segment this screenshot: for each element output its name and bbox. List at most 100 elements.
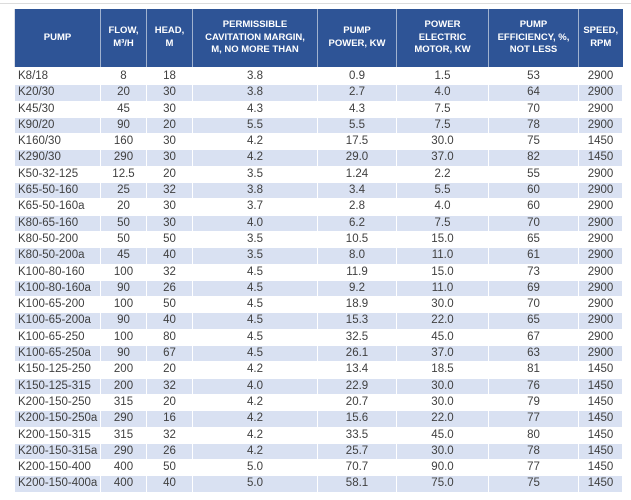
value-cell: 45	[100, 247, 147, 265]
value-cell: 37.0	[396, 345, 489, 363]
table-row: K200-150-250 315 20 4.2 20.7 30.0 79 1450	[14, 393, 623, 412]
value-cell: 22.9	[317, 377, 397, 395]
value-cell: 37.0	[396, 149, 489, 167]
table-row: K200-150-400 400 50 5.0 70.7 90.0 77 1450	[14, 459, 623, 477]
value-cell: 4.2	[192, 426, 318, 444]
table-row: K100-80-160a 90 26 4.5 9.2 11.0 69 2900	[14, 279, 623, 298]
value-cell: 15.0	[396, 230, 489, 249]
table-row: K150-125-250 200 20 4.2 13.4 18.5 81 1450	[14, 361, 623, 379]
pump-name-cell: K8/18	[14, 67, 101, 86]
value-cell: 4.2	[192, 149, 318, 167]
value-cell: 20	[100, 84, 147, 102]
value-cell: 3.7	[192, 198, 318, 216]
value-cell: 4.0	[192, 377, 318, 395]
table-row: K80-50-200a 45 40 3.5 8.0 11.0 61 2900	[14, 247, 623, 265]
value-cell: 1.24	[317, 165, 397, 184]
value-cell: 11.0	[396, 279, 489, 298]
value-cell: 4.5	[192, 312, 318, 330]
value-cell: 2900	[578, 116, 623, 135]
table-row: K65-50-160a 20 30 3.7 2.8 4.0 60 2900	[14, 198, 623, 216]
value-cell: 2900	[578, 312, 623, 330]
value-cell: 40	[146, 312, 193, 330]
value-cell: 67	[488, 328, 579, 347]
value-cell: 4.0	[396, 84, 489, 102]
value-cell: 2900	[578, 198, 623, 216]
value-cell: 2900	[578, 182, 623, 200]
value-cell: 100	[100, 328, 147, 347]
value-cell: 29.0	[317, 149, 397, 167]
value-cell: 11.9	[317, 263, 397, 281]
value-cell: 30.0	[396, 442, 489, 461]
header-efficiency: PUMP EFFICIENCY, %, NOT LESS	[488, 9, 579, 69]
value-cell: 4.0	[192, 214, 318, 232]
pump-name-cell: K290/30	[14, 149, 101, 167]
value-cell: 26	[146, 442, 193, 461]
value-cell: 90	[100, 345, 147, 363]
value-cell: 30.0	[396, 296, 489, 314]
value-cell: 4.5	[192, 263, 318, 281]
value-cell: 15.0	[396, 263, 489, 281]
value-cell: 5.0	[192, 475, 318, 493]
value-cell: 4.2	[192, 393, 318, 412]
table-row: K150-125-315 200 32 4.0 22.9 30.0 76 1450	[14, 377, 623, 395]
value-cell: 200	[100, 377, 147, 395]
pump-name-cell: K100-65-200a	[14, 312, 101, 330]
value-cell: 20	[146, 116, 193, 135]
header-row: PUMP FLOW, M³/H HEAD, M PERMISSIBLE CAVI…	[14, 9, 623, 69]
value-cell: 2900	[578, 247, 623, 265]
pump-name-cell: K100-65-250	[14, 328, 101, 347]
pump-name-cell: K20/30	[14, 84, 101, 102]
value-cell: 1450	[578, 475, 623, 493]
table-row: K80-50-200 50 50 3.5 10.5 15.0 65 2900	[14, 230, 623, 249]
value-cell: 78	[488, 442, 579, 461]
value-cell: 22.0	[396, 410, 489, 428]
value-cell: 1450	[578, 426, 623, 444]
value-cell: 3.5	[192, 165, 318, 184]
pump-name-cell: K160/30	[14, 133, 101, 151]
value-cell: 40	[146, 475, 193, 493]
value-cell: 32	[146, 263, 193, 281]
value-cell: 77	[488, 459, 579, 477]
value-cell: 4.5	[192, 328, 318, 347]
value-cell: 30	[146, 149, 193, 167]
value-cell: 5.5	[317, 116, 397, 135]
value-cell: 200	[100, 361, 147, 379]
value-cell: 25.7	[317, 442, 397, 461]
value-cell: 2900	[578, 296, 623, 314]
table-row: K200-150-250a 290 16 4.2 15.6 22.0 77 1450	[14, 410, 623, 428]
table-row: K290/30 290 30 4.2 29.0 37.0 82 1450	[14, 149, 623, 167]
value-cell: 78	[488, 116, 579, 135]
value-cell: 3.4	[317, 182, 397, 200]
table-row: K100-65-200 100 50 4.5 18.9 30.0 70 2900	[14, 296, 623, 314]
table-row: K80-65-160 50 30 4.0 6.2 7.5 70 2900	[14, 214, 623, 232]
value-cell: 50	[100, 214, 147, 232]
value-cell: 79	[488, 393, 579, 412]
value-cell: 26.1	[317, 345, 397, 363]
pump-name-cell: K100-80-160a	[14, 279, 101, 298]
pump-name-cell: K50-32-125	[14, 165, 101, 184]
value-cell: 33.5	[317, 426, 397, 444]
value-cell: 1450	[578, 133, 623, 151]
value-cell: 1450	[578, 149, 623, 167]
value-cell: 25	[100, 182, 147, 200]
pump-name-cell: K100-65-250a	[14, 345, 101, 363]
value-cell: 2900	[578, 230, 623, 249]
table-row: K200-150-315 315 32 4.2 33.5 45.0 80 1450	[14, 426, 623, 444]
value-cell: 4.2	[192, 133, 318, 151]
value-cell: 65	[488, 312, 579, 330]
value-cell: 61	[488, 247, 579, 265]
value-cell: 1450	[578, 377, 623, 395]
value-cell: 290	[100, 410, 147, 428]
value-cell: 2900	[578, 84, 623, 102]
value-cell: 30	[146, 100, 193, 118]
value-cell: 30	[146, 133, 193, 151]
value-cell: 63	[488, 345, 579, 363]
value-cell: 69	[488, 279, 579, 298]
value-cell: 13.4	[317, 361, 397, 379]
table-row: K65-50-160 25 32 3.8 3.4 5.5 60 2900	[14, 182, 623, 200]
value-cell: 90.0	[396, 459, 489, 477]
value-cell: 75	[488, 475, 579, 493]
value-cell: 4.5	[192, 296, 318, 314]
value-cell: 18.9	[317, 296, 397, 314]
